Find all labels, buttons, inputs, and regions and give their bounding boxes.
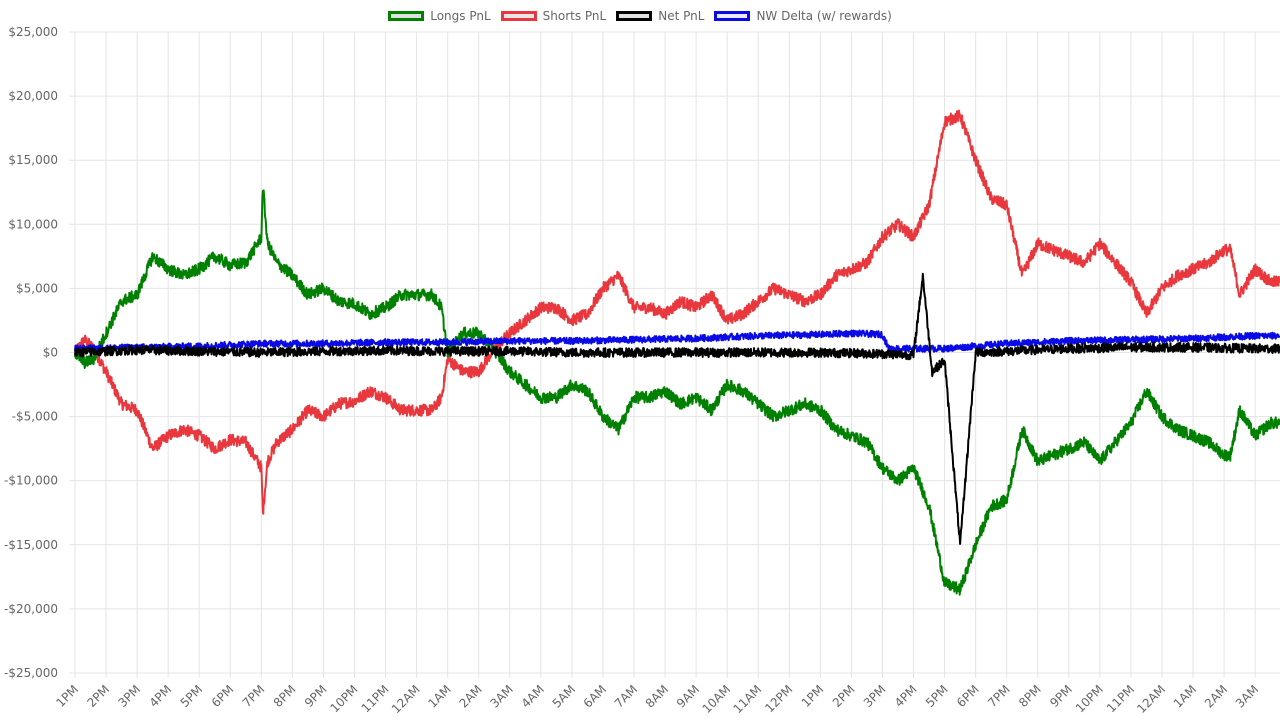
- x-tick-label: 9AM: [674, 682, 702, 710]
- x-tick-label: 7PM: [240, 682, 268, 710]
- y-tick-label: -$25,000: [4, 666, 58, 680]
- legend-item-longs[interactable]: Longs PnL: [388, 7, 491, 25]
- legend-swatch-nw-delta: [714, 11, 751, 21]
- x-tick-label: 2AM: [1202, 682, 1230, 710]
- x-tick-label: 6AM: [581, 682, 609, 710]
- x-tick-label: 6PM: [209, 682, 237, 710]
- x-tick-label: 1PM: [799, 682, 827, 710]
- y-tick-label: $20,000: [8, 89, 58, 103]
- legend-item-shorts[interactable]: Shorts PnL: [500, 7, 607, 25]
- legend-swatch-net: [616, 11, 653, 21]
- x-tick-label: 4PM: [892, 682, 920, 710]
- series-line-longs-pnl: [74, 189, 1280, 596]
- x-tick-label: 10PM: [327, 682, 360, 715]
- y-axis: $25,000 $20,000 $15,000 $10,000 $5,000 $0 -$5,…: [4, 25, 58, 680]
- x-tick-label: 3PM: [861, 682, 889, 710]
- x-tick-label: 9PM: [1047, 682, 1075, 710]
- series-line-nw-delta-w-rewards: [74, 329, 1280, 353]
- x-tick-label: 8PM: [271, 682, 299, 710]
- y-tick-label: $5,000: [16, 281, 58, 295]
- legend-swatch-shorts: [500, 11, 537, 21]
- series-lines: [74, 109, 1280, 596]
- x-tick-label: 4PM: [147, 682, 175, 710]
- x-tick-label: 5PM: [923, 682, 951, 710]
- x-tick-label: 4AM: [519, 682, 547, 710]
- legend-label-nw-delta: NW Delta (w/ rewards): [756, 9, 892, 23]
- x-tick-label: 12AM: [389, 682, 423, 716]
- legend-swatch-longs: [388, 11, 425, 21]
- x-tick-label: 11PM: [359, 682, 392, 715]
- x-tick-label: 6PM: [954, 682, 982, 710]
- x-tick-label: 3AM: [487, 682, 515, 710]
- x-tick-label: 5AM: [550, 682, 578, 710]
- legend-label-shorts: Shorts PnL: [542, 9, 607, 23]
- x-tick-label: 10PM: [1073, 682, 1106, 715]
- x-tick-label: 12PM: [762, 682, 795, 715]
- x-tick-label: 7AM: [612, 682, 640, 710]
- x-tick-label: 9PM: [302, 682, 330, 710]
- y-tick-label: $25,000: [8, 25, 58, 39]
- y-tick-label: -$10,000: [4, 474, 58, 488]
- series-line-net-pnl: [74, 272, 1280, 545]
- y-tick-label: -$20,000: [4, 602, 58, 616]
- x-tick-label: 12AM: [1134, 682, 1168, 716]
- y-tick-label: -$15,000: [4, 538, 58, 552]
- series-line-shorts-pnl: [74, 109, 1280, 515]
- x-tick-label: 1PM: [53, 682, 81, 710]
- x-tick-label: 1AM: [425, 682, 453, 710]
- x-tick-label: 11PM: [1104, 682, 1137, 715]
- x-tick-label: 11AM: [731, 682, 765, 716]
- x-tick-label: 8PM: [1016, 682, 1044, 710]
- x-tick-label: 2PM: [830, 682, 858, 710]
- x-tick-label: 5PM: [178, 682, 206, 710]
- x-tick-label: 3PM: [115, 682, 143, 710]
- x-tick-label: 7PM: [985, 682, 1013, 710]
- legend-item-net[interactable]: Net PnL: [616, 7, 704, 25]
- y-tick-label: $10,000: [8, 217, 58, 231]
- x-tick-label: 2PM: [84, 682, 112, 710]
- x-tick-label: 10AM: [699, 682, 733, 716]
- y-tick-label: -$5,000: [12, 410, 58, 424]
- legend-label-longs: Longs PnL: [430, 9, 491, 23]
- legend-item-nw-delta[interactable]: NW Delta (w/ rewards): [714, 7, 892, 25]
- legend: Longs PnL Shorts PnL Net PnL NW Delta (w…: [0, 7, 1280, 25]
- x-tick-label: 2AM: [456, 682, 484, 710]
- x-tick-label: 3AM: [1233, 682, 1261, 710]
- y-tick-label: $15,000: [8, 153, 58, 167]
- legend-label-net: Net PnL: [658, 9, 705, 23]
- x-tick-label: 8AM: [643, 682, 671, 710]
- x-tick-label: 1AM: [1171, 682, 1199, 710]
- y-tick-label: $0: [43, 346, 58, 360]
